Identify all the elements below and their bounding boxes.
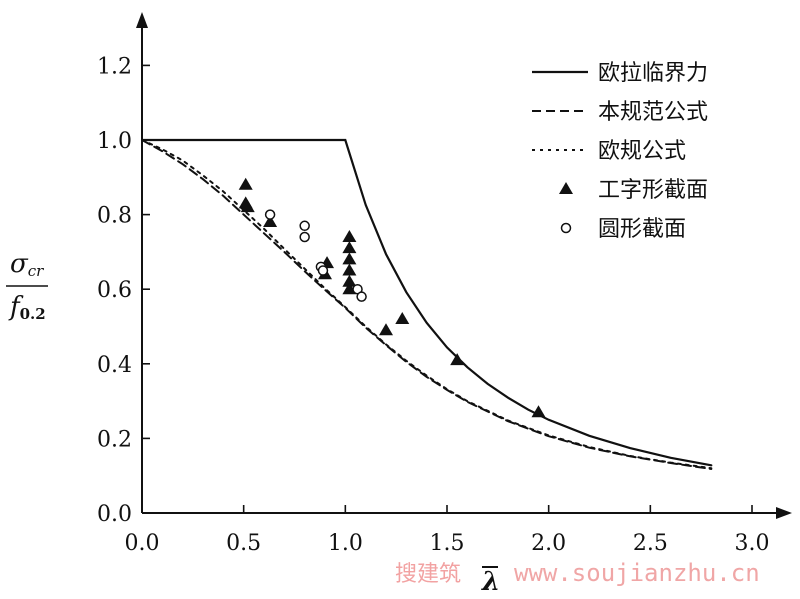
y-tick-label: 0.8 [97, 204, 132, 229]
x-tick-label: 1.5 [430, 531, 465, 556]
watermark: 搜建筑 www.soujianzhu.cn [395, 559, 760, 587]
x-tick-label: 0.5 [226, 531, 261, 556]
x-tick-label: 3.0 [735, 531, 770, 556]
triangle-point [240, 200, 255, 213]
triangle-point [238, 177, 253, 190]
triangle-point [342, 229, 357, 242]
x-axis-label: λ [481, 566, 500, 597]
y-tick-label: 0.4 [97, 353, 132, 378]
x-tick-label: 2.0 [531, 531, 566, 556]
triangle-point [379, 323, 393, 336]
legend-swatch-triangle [559, 182, 573, 194]
x-axis-arrow [776, 507, 792, 519]
y-axis-arrow [136, 12, 148, 28]
plot-area [140, 138, 713, 470]
y-label-denominator: f0.2 [8, 292, 46, 323]
axes: 0.0 0.2 0.4 0.6 0.8 1.0 1.2 0.0 0.5 1.0 1.5 2.0 2.5 3… [97, 12, 792, 556]
y-label-numerator-sub: cr [28, 262, 44, 280]
circle-point [317, 265, 329, 276]
y-tick-label: 0.2 [97, 427, 132, 452]
triangle-point [450, 353, 465, 366]
series-line-dotted [141, 139, 713, 470]
series-line-solid [140, 138, 713, 467]
circle-point [299, 231, 310, 243]
legend-label: 本规范公式 [598, 100, 708, 125]
watermark-url: www.soujianzhu.cn [514, 559, 760, 587]
y-tick-label: 1.2 [97, 54, 132, 79]
legend-label: 欧拉临界力 [598, 61, 708, 86]
x-tick-label: 0.0 [125, 531, 160, 556]
triangle-point [531, 405, 546, 418]
watermark-cn: 搜建筑 [395, 562, 461, 587]
y-label-numerator: σcr [10, 249, 44, 280]
legend-label: 圆形截面 [598, 217, 686, 242]
triangle-point [342, 274, 357, 287]
circle-point [356, 291, 367, 302]
legend-label: 工字形截面 [598, 178, 708, 203]
y-tick-label: 0.6 [97, 278, 132, 303]
x-tick-label: 2.5 [633, 531, 668, 556]
triangle-point [342, 252, 357, 265]
legend-label: 欧规公式 [598, 139, 686, 164]
x-tick-label: 1.0 [328, 531, 363, 556]
x-label-lambda: λ [481, 567, 500, 597]
y-tick-label: 0.0 [97, 502, 132, 527]
circle-point [299, 220, 310, 232]
triangle-point [263, 215, 278, 228]
legend-swatch-circle [560, 222, 572, 234]
y-label-denominator-sub: 0.2 [20, 305, 46, 323]
triangle-point [342, 263, 357, 276]
triangle-point [342, 241, 357, 254]
data-points [238, 177, 546, 418]
y-axis-label: σcr f0.2 [6, 249, 48, 323]
y-tick-label: 1.0 [97, 129, 132, 154]
circle-point [264, 209, 276, 220]
triangle-point [395, 312, 410, 325]
y-label-numerator-main: σ [10, 249, 29, 279]
